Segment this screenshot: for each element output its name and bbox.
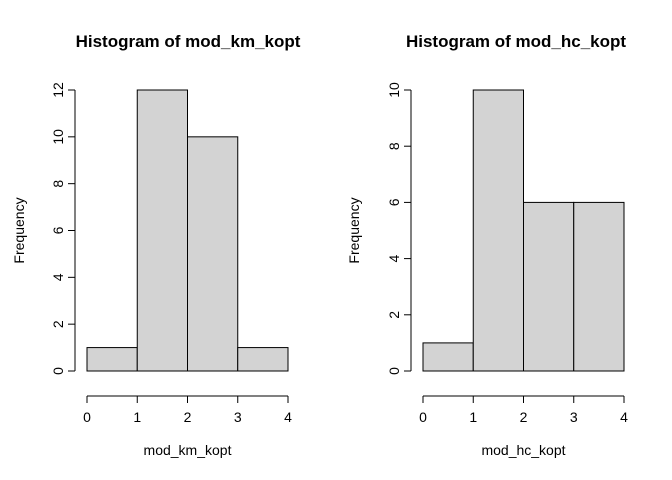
chart-title: Histogram of mod_hc_kopt — [406, 32, 626, 51]
x-tick-label: 0 — [83, 409, 91, 425]
x-tick-label: 2 — [520, 409, 528, 425]
histogram-bar — [472, 89, 524, 372]
y-tick-label: 12 — [50, 82, 66, 98]
histogram-bar — [237, 347, 289, 372]
x-tick-label: 3 — [234, 409, 242, 425]
histogram-panel-hc: Histogram of mod_hc_kopt 0 2 4 6 8 10 0 1 2 3 4 mod_… — [346, 32, 628, 458]
y-axis-label: Frequency — [11, 197, 27, 263]
y-tick-label: 4 — [50, 273, 66, 281]
y-tick-label: 4 — [386, 254, 402, 262]
y-tick-label: 10 — [386, 82, 402, 98]
y-tick-label: 6 — [50, 226, 66, 234]
y-tick-label: 0 — [50, 367, 66, 375]
x-tick-label: 3 — [570, 409, 578, 425]
x-tick-label: 2 — [184, 409, 192, 425]
x-tick-label: 1 — [133, 409, 141, 425]
y-tick-label: 10 — [50, 129, 66, 145]
x-axis-label: mod_km_kopt — [144, 442, 232, 458]
y-tick-label: 6 — [386, 198, 402, 206]
histogram-bar — [573, 201, 625, 372]
y-tick-label: 0 — [386, 367, 402, 375]
y-tick-label: 2 — [50, 320, 66, 328]
histogram-bar — [86, 347, 138, 372]
histogram-bar — [422, 342, 474, 372]
x-tick-label: 4 — [284, 409, 292, 425]
histogram-bar — [136, 89, 188, 372]
y-tick-label: 8 — [386, 142, 402, 150]
histogram-bar — [187, 136, 239, 372]
x-axis-label: mod_hc_kopt — [481, 442, 565, 458]
chart-title: Histogram of mod_km_kopt — [76, 32, 301, 51]
histogram-bar — [523, 201, 575, 372]
y-tick-label: 2 — [386, 311, 402, 319]
y-axis-label: Frequency — [346, 197, 362, 263]
x-tick-label: 1 — [469, 409, 477, 425]
x-tick-label: 4 — [620, 409, 628, 425]
x-tick-label: 0 — [419, 409, 427, 425]
y-tick-label: 8 — [50, 180, 66, 188]
